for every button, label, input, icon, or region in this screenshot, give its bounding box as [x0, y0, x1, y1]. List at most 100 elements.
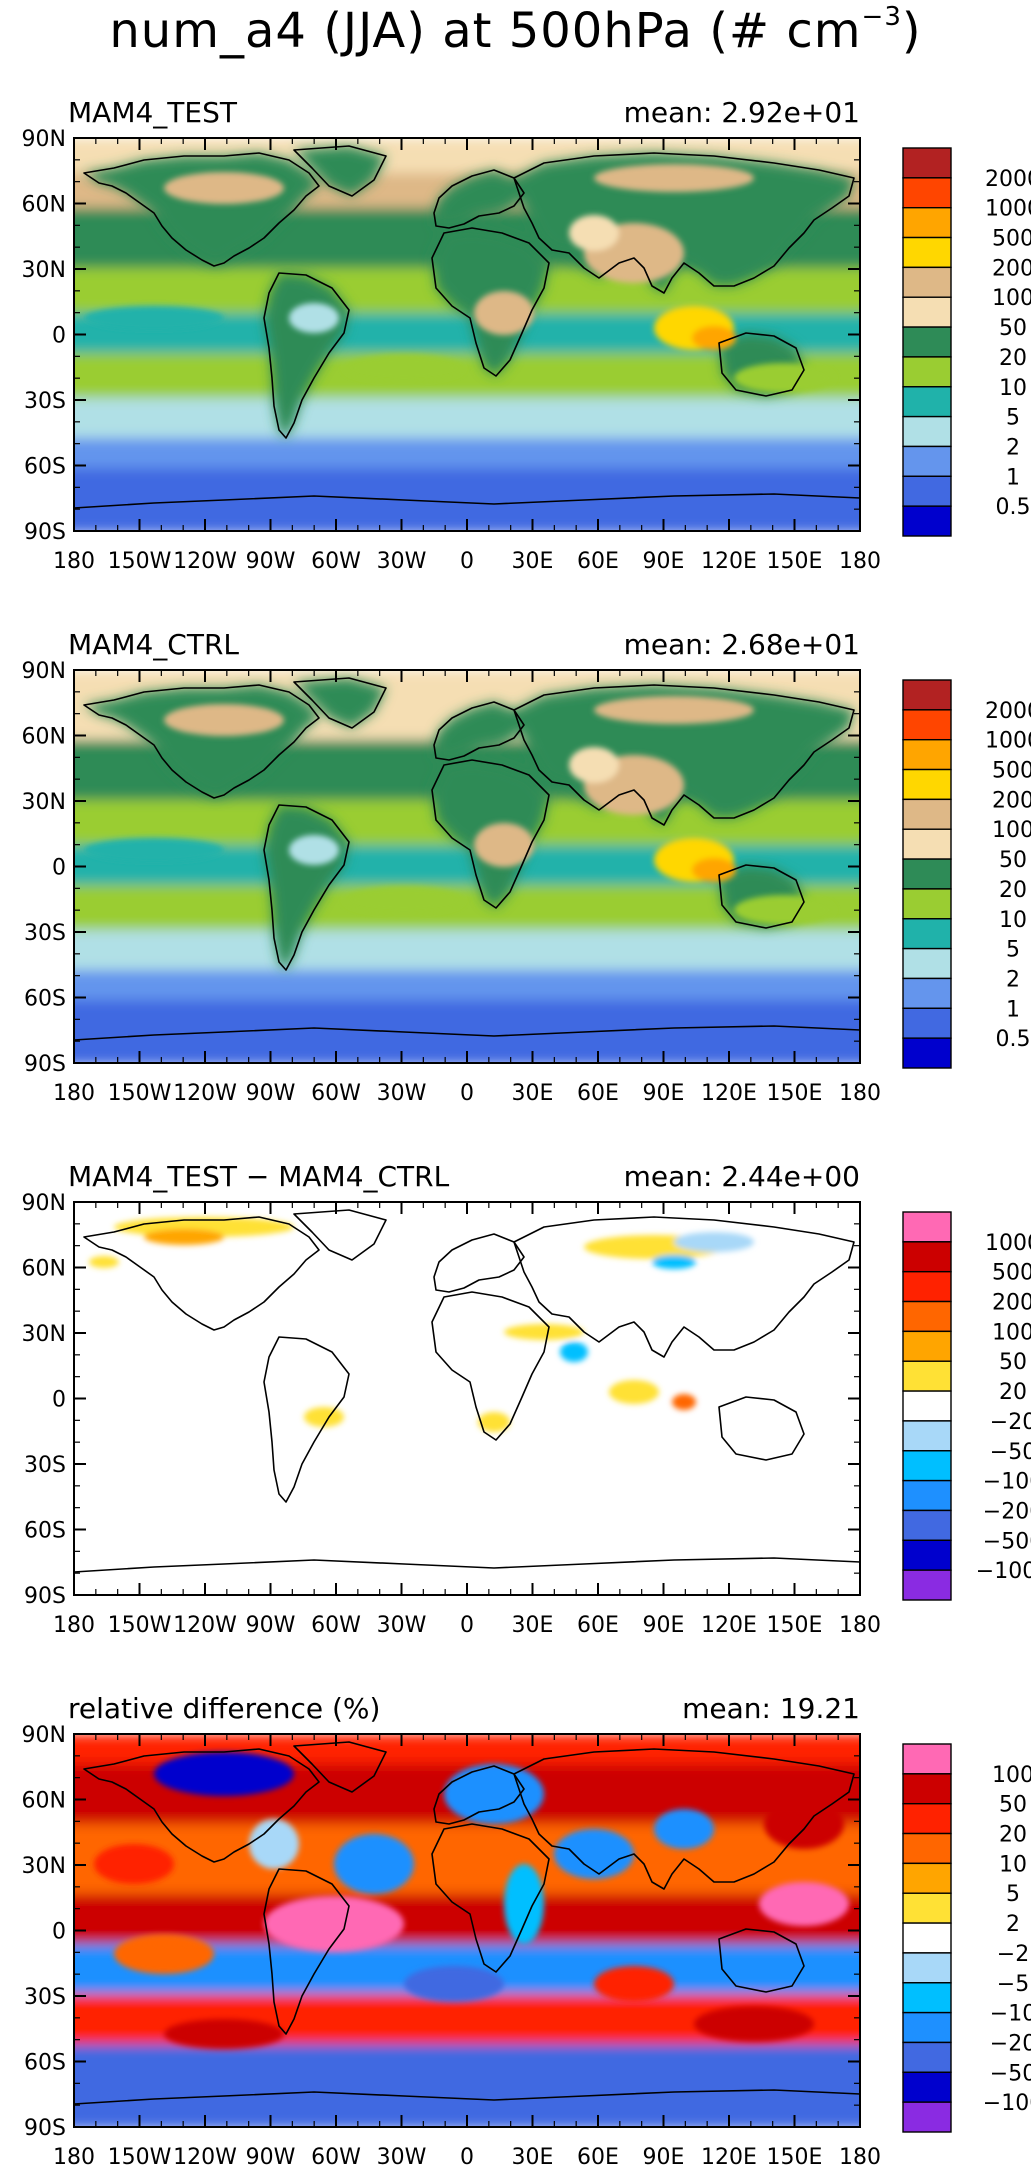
lon-tick-label: 30W	[377, 2145, 427, 2170]
lon-tick-label: 120W	[173, 1081, 237, 1106]
colorbar-box	[902, 738, 952, 771]
lon-tick-label: 30W	[377, 1081, 427, 1106]
colorbar-label: 100	[992, 286, 1031, 311]
figure-title: num_a4 (JJA) at 500hPa (# cm−3)	[0, 2, 1031, 59]
lat-tick-label: 90N	[22, 1723, 66, 1748]
colorbar-label: 50	[999, 1793, 1027, 1818]
lon-tick-label: 30E	[512, 2145, 554, 2170]
map-area: 90N 60N 30N 0 30S 60S 90S 180 150W 120W 90W 60W 30W 0…	[22, 1191, 881, 1638]
lon-tick-label: 150E	[767, 2145, 823, 2170]
colorbar-label: 500	[992, 759, 1031, 784]
colorbar-label: 20	[999, 1823, 1027, 1848]
colorbar-label: −500	[983, 1529, 1031, 1554]
colorbar-label: −50	[990, 2061, 1031, 2086]
lat-tick-label: 30N	[22, 1854, 66, 1879]
lon-tick-label: 120E	[701, 1613, 757, 1638]
lat-tick-label: 60N	[22, 1789, 66, 1814]
lon-tick-label: 90E	[643, 1613, 685, 1638]
colorbar-box	[902, 918, 952, 950]
lon-tick-label: 150W	[108, 1613, 172, 1638]
lat-tick-label: 90N	[22, 127, 66, 152]
colorbar-label: 20	[999, 1380, 1027, 1405]
colorbar-box	[902, 326, 952, 358]
colorbar-label: 100	[992, 818, 1031, 843]
panel-4: relative difference (%) mean: 19.21 90N 60N…	[22, 1692, 1031, 2170]
lon-tick-label: 150E	[767, 549, 823, 574]
colorbar-label: 10	[999, 1852, 1027, 1877]
colorbar-box	[902, 977, 952, 1010]
lat-tick-label: 0	[52, 856, 66, 881]
lon-tick-label: 60E	[577, 1613, 619, 1638]
lat-tick-label: 60S	[24, 455, 66, 480]
colorbar-box	[902, 2071, 952, 2103]
colorbar-box	[902, 296, 952, 328]
colorbar-box	[902, 828, 952, 860]
lon-tick-label: 90W	[246, 549, 296, 574]
lon-tick-label: 90E	[643, 549, 685, 574]
colorbar-label: 2	[1006, 967, 1020, 992]
colorbar-box	[902, 1360, 952, 1392]
colorbar-box	[902, 1270, 952, 1303]
lat-tick-label: 90S	[24, 1052, 66, 1077]
lon-tick-label: 150E	[767, 1081, 823, 1106]
colorbar-label: 2	[1006, 1912, 1020, 1937]
colorbar-box	[902, 1952, 952, 1984]
colorbar-box	[902, 1450, 952, 1482]
colorbar-label: 50	[999, 1350, 1027, 1375]
lon-tick-label: 180	[839, 549, 881, 574]
colorbar-label: 200	[992, 256, 1031, 281]
panel-title: relative difference (%)	[68, 1692, 380, 1725]
lon-tick-label: 30E	[512, 1081, 554, 1106]
panel-mean: mean: 19.21	[682, 1692, 860, 1725]
colorbar-box	[902, 1802, 952, 1835]
colorbar-box	[902, 445, 952, 478]
colorbar-label: 5	[1006, 1882, 1020, 1907]
colorbar-box	[902, 1539, 952, 1571]
lat-tick-label: 30S	[24, 921, 66, 946]
lon-tick-label: 60W	[311, 2145, 361, 2170]
lat-tick-label: 60N	[22, 725, 66, 750]
lat-tick-label: 30S	[24, 389, 66, 414]
colorbar-label: 1000	[985, 197, 1031, 222]
colorbar-box	[902, 475, 952, 507]
colorbar-box	[902, 177, 952, 209]
map-area: 90N 60N 30N 0 30S 60S 90S 180 150W 120W 90W 60W 30W 0…	[22, 659, 881, 1106]
colorbar-label: 1000	[985, 729, 1031, 754]
colorbar-label: −2	[997, 1942, 1029, 1967]
colorbar-box	[902, 709, 952, 741]
lon-tick-label: 120E	[701, 1081, 757, 1106]
colorbar-box	[902, 768, 952, 801]
lon-tick-label: 60W	[311, 1081, 361, 1106]
lon-tick-label: 180	[839, 1081, 881, 1106]
colorbar-label: 1	[1006, 465, 1020, 490]
colorbar: 2000 1000 500 200 100 50 20 10 5 2 1 0.5	[902, 147, 1031, 537]
lon-tick-label: 0	[460, 2145, 474, 2170]
colorbar-label: −5	[997, 1972, 1029, 1997]
colorbar-label: 2000	[985, 699, 1031, 724]
lon-tick-label: 90E	[643, 2145, 685, 2170]
colorbar-box	[902, 679, 952, 711]
lon-tick-label: 150W	[108, 1081, 172, 1106]
lat-tick-label: 90N	[22, 1191, 66, 1216]
lat-tick-label: 60S	[24, 2051, 66, 2076]
colorbar-label: 10	[999, 376, 1027, 401]
lon-tick-label: 120W	[173, 1613, 237, 1638]
colorbar-label: −1000	[976, 1559, 1031, 1584]
lon-tick-label: 150W	[108, 549, 172, 574]
lon-tick-label: 180	[53, 1613, 95, 1638]
colorbar-box	[902, 1862, 952, 1894]
colorbar: 100 50 20 10 5 2 −2 −5 −10 −20 −50 −100	[902, 1743, 1031, 2133]
colorbar-box	[902, 415, 952, 448]
lat-tick-label: 60N	[22, 1257, 66, 1282]
colorbar-box	[902, 505, 952, 537]
colorbar-box	[902, 1922, 952, 1954]
colorbar-label: 1	[1006, 997, 1020, 1022]
panel-title: MAM4_CTRL	[68, 628, 239, 661]
colorbar-label: −100	[983, 2091, 1031, 2116]
colorbar-box	[902, 1743, 952, 1775]
colorbar-label: −20	[990, 1410, 1031, 1435]
lon-tick-label: 180	[53, 1081, 95, 1106]
panel-mean: mean: 2.44e+00	[624, 1160, 860, 1193]
lat-tick-label: 0	[52, 1920, 66, 1945]
map-area: 90N 60N 30N 0 30S 60S 90S 180 150W 120W 90W 60W 30W 0…	[22, 127, 881, 574]
